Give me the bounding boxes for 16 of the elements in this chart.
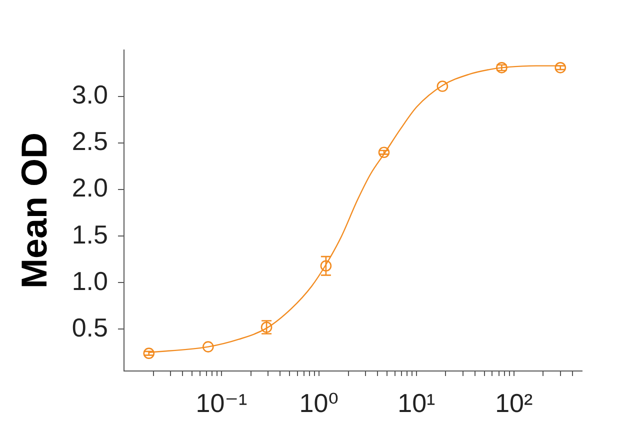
point [436,80,448,92]
x-tick-label: 10⁻¹ [196,388,248,418]
point [554,62,566,74]
x-tick-label: 10² [495,388,534,418]
y-tick-label: 0.5 [72,312,108,342]
y-tick-label: 1.5 [72,219,108,250]
point [202,341,214,352]
x-tick-label: 10¹ [398,388,436,418]
y-tick-label: 3.0 [72,80,108,110]
y-tick-label: 2.0 [72,172,108,203]
point [378,146,390,158]
y-tick-label: 2.5 [72,126,108,156]
point [320,260,332,272]
y-axis-title: Mean OD [14,132,55,289]
y-tick-label: 1.0 [72,266,108,296]
x-tick-label: 10⁰ [299,388,339,418]
